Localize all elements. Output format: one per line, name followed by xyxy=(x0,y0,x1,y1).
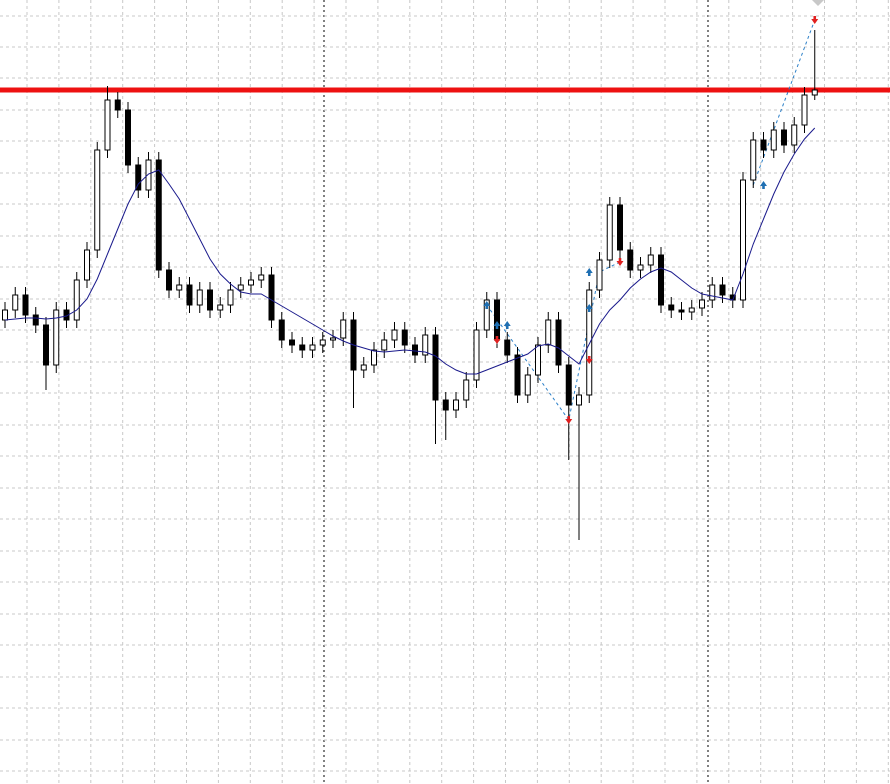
candle-body xyxy=(453,399,459,411)
candle-body xyxy=(801,94,808,126)
candle-body xyxy=(412,344,418,356)
candle-body xyxy=(422,334,429,356)
candle-body xyxy=(781,129,787,146)
candle-body xyxy=(196,289,203,306)
candle-body xyxy=(360,364,367,371)
candle-body xyxy=(791,124,798,146)
signal-arrow xyxy=(565,416,573,424)
candle-body xyxy=(340,319,347,339)
signal-arrow xyxy=(760,181,767,189)
candle-body xyxy=(596,259,603,291)
candle-body xyxy=(330,337,336,341)
candle-body xyxy=(371,349,377,366)
candle-body xyxy=(319,339,326,346)
candle-body xyxy=(688,307,695,313)
candle-body xyxy=(278,319,285,341)
candle-body xyxy=(576,394,582,406)
candle-body xyxy=(248,279,254,286)
candle-body xyxy=(125,109,131,166)
candle-body xyxy=(432,334,439,401)
candle-body xyxy=(84,249,90,281)
candle-body xyxy=(514,354,521,396)
candle-body xyxy=(299,344,306,351)
candle-body xyxy=(145,159,152,191)
signal-arrow xyxy=(503,321,511,329)
candle-body xyxy=(53,309,60,366)
candle-body xyxy=(227,289,234,306)
candle-body xyxy=(155,159,162,271)
candle-body xyxy=(473,329,480,381)
candle-body xyxy=(586,289,593,396)
candle-body xyxy=(606,204,613,261)
candle-body xyxy=(535,344,541,376)
candle-body xyxy=(750,139,757,181)
candle-body xyxy=(637,264,644,271)
candle-body xyxy=(22,294,29,316)
candle-body xyxy=(565,364,572,406)
signal-arrow xyxy=(493,336,501,344)
candle-body xyxy=(258,274,265,281)
candle-body xyxy=(811,89,818,96)
candle-body xyxy=(658,254,664,306)
shift-marker xyxy=(812,0,824,6)
candle-body xyxy=(401,329,408,346)
candle-body xyxy=(166,269,172,291)
candle-body xyxy=(32,314,39,326)
candle-body xyxy=(114,99,121,111)
candle-body xyxy=(135,164,142,191)
candle-body xyxy=(289,339,295,346)
candle-body xyxy=(43,324,49,366)
candle-body xyxy=(176,284,183,291)
moving-average xyxy=(4,127,816,375)
candle-body xyxy=(73,279,80,321)
candle-body xyxy=(617,204,623,251)
candle-body xyxy=(709,284,716,301)
candle-body xyxy=(545,319,552,346)
candle-body xyxy=(555,319,562,366)
candle-body xyxy=(627,249,634,271)
candle-body xyxy=(268,274,275,321)
candle-body xyxy=(668,304,675,311)
candle-body xyxy=(760,139,767,151)
candle-body xyxy=(237,284,244,291)
candle-body xyxy=(463,379,470,401)
candle-body xyxy=(104,99,111,151)
candle-body xyxy=(391,329,398,341)
candle-body xyxy=(381,339,388,351)
signal-arrow xyxy=(585,304,593,312)
candle-body xyxy=(647,254,654,266)
zigzag-line xyxy=(486,19,816,422)
candle-body xyxy=(699,299,705,309)
candle-body xyxy=(770,129,777,151)
signal-arrow xyxy=(811,16,819,24)
signal-arrow xyxy=(483,301,491,309)
candle-body xyxy=(94,149,101,251)
candle-body xyxy=(309,344,316,351)
signal-arrow xyxy=(585,356,593,364)
signal-arrow xyxy=(616,258,624,266)
candle-body xyxy=(483,299,490,331)
candle-body xyxy=(504,339,511,356)
candle-body xyxy=(217,304,224,311)
signal-arrow xyxy=(585,268,593,276)
candle-body xyxy=(442,399,449,411)
candle-body xyxy=(494,299,500,341)
vertical-grid xyxy=(26,0,889,784)
candle-body xyxy=(524,374,531,396)
candle-body xyxy=(740,179,746,301)
candle-body xyxy=(12,294,19,311)
candle-body xyxy=(719,284,726,296)
candle-body xyxy=(678,309,685,313)
candle-body xyxy=(207,289,213,311)
candle-body xyxy=(2,309,8,321)
candle-body xyxy=(186,284,193,306)
signal-arrow xyxy=(493,321,501,329)
